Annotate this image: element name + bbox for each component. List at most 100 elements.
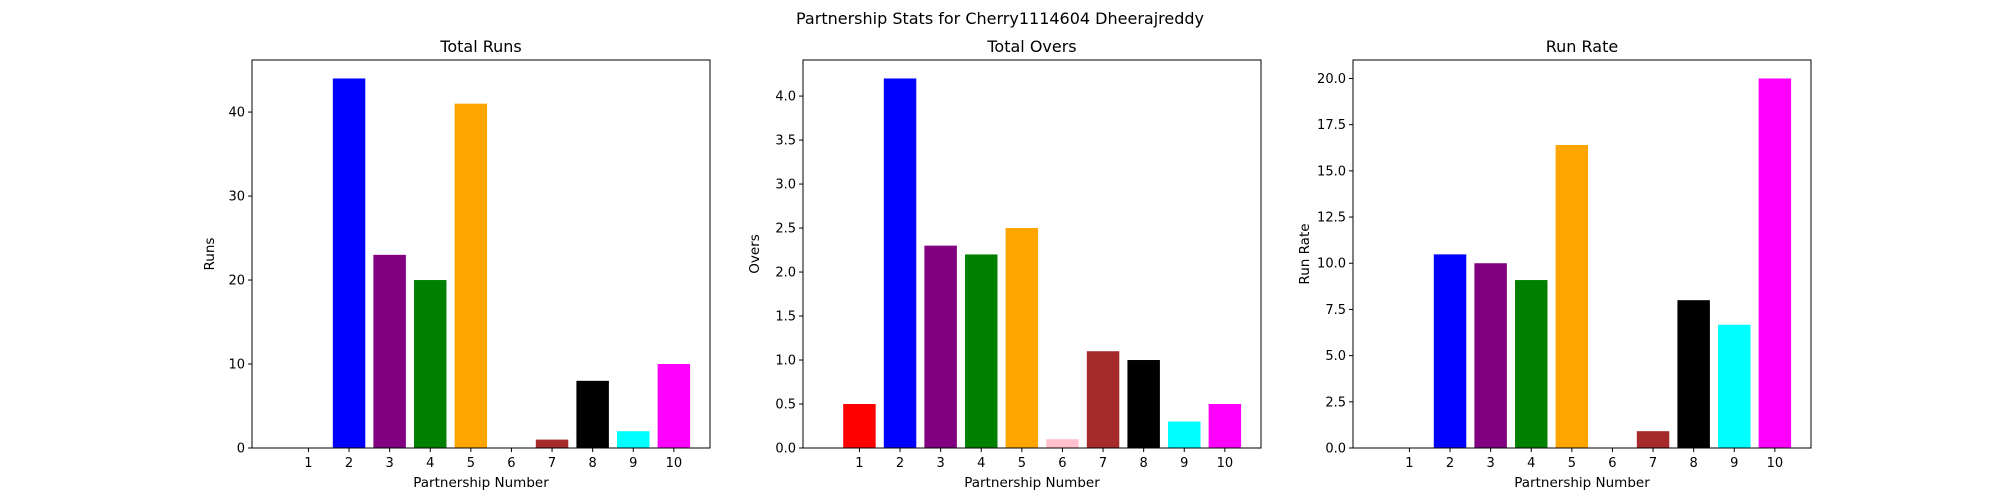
bar-series [843, 78, 1242, 448]
y-tick-label: 40 [228, 106, 245, 121]
y-tick-label: 0.5 [775, 398, 796, 413]
y-tick-label: 0.0 [775, 442, 796, 457]
x-tick-label: 3 [386, 456, 394, 471]
x-tick-label: 4 [426, 456, 434, 471]
x-tick-label: 2 [345, 456, 353, 471]
y-tick-label: 20 [228, 274, 245, 289]
bar-series [1433, 78, 1792, 448]
x-tick-label: 6 [1058, 456, 1066, 471]
y-tick-label: 15.0 [1317, 164, 1346, 179]
bar-10 [1208, 404, 1242, 448]
bar-2 [332, 78, 366, 448]
bar-3 [924, 245, 957, 448]
x-ticks: 1 2 3 4 5 6 7 8 9 10 [1405, 448, 1783, 471]
x-axis-label: Partnership Number [413, 475, 549, 491]
y-tick-label: 4.0 [775, 90, 796, 105]
x-ticks: 1 2 3 4 5 6 7 8 9 10 [304, 448, 682, 471]
bar-8 [576, 380, 609, 448]
x-tick-label: 8 [589, 456, 597, 471]
x-tick-label: 3 [1487, 456, 1495, 471]
x-tick-label: 5 [1568, 456, 1576, 471]
bar-8 [1127, 360, 1160, 448]
x-tick-label: 6 [507, 456, 515, 471]
y-tick-label: 2.0 [775, 266, 796, 281]
bar-3 [1474, 263, 1507, 448]
x-tick-label: 5 [1018, 456, 1026, 471]
x-axis-label: Partnership Number [964, 475, 1100, 491]
plot-frame [1352, 59, 1812, 449]
bar-4 [965, 254, 998, 448]
subplot-run-rate: Run Rate Partnership Number Run Rate 1 2 3… [1297, 37, 1812, 491]
y-tick-label: 20.0 [1317, 72, 1346, 87]
y-tick-label: 10.0 [1317, 257, 1346, 272]
bar-2 [883, 78, 917, 448]
y-axis-label: Overs [747, 234, 763, 274]
x-tick-label: 8 [1140, 456, 1148, 471]
figure-suptitle: Partnership Stats for Cherry1114604 Dhee… [796, 9, 1204, 28]
plot-frame [251, 59, 711, 449]
bar-2 [1433, 254, 1467, 448]
x-tick-label: 8 [1690, 456, 1698, 471]
x-tick-label: 10 [666, 456, 683, 471]
bar-5 [1555, 144, 1589, 448]
x-tick-label: 10 [1767, 456, 1784, 471]
x-tick-label: 7 [548, 456, 556, 471]
y-axis-label: Run Rate [1297, 223, 1313, 284]
y-axis-label: Runs [202, 238, 218, 271]
subplot-total-overs: Total Overs Partnership Number Overs 1 2 3… [747, 37, 1262, 491]
bar-6 [1046, 439, 1079, 448]
x-tick-label: 1 [1405, 456, 1413, 471]
y-ticks: 0 10 20 30 40 [228, 106, 252, 457]
x-ticks: 1 2 3 4 5 6 7 8 9 10 [855, 448, 1233, 471]
bar-5 [1005, 228, 1039, 448]
x-tick-label: 9 [1730, 456, 1738, 471]
bar-7 [535, 439, 569, 448]
x-tick-label: 6 [1608, 456, 1616, 471]
bar-9 [617, 431, 650, 448]
x-tick-label: 4 [977, 456, 985, 471]
x-tick-label: 1 [855, 456, 863, 471]
x-tick-label: 5 [467, 456, 475, 471]
x-tick-label: 9 [1180, 456, 1188, 471]
y-tick-label: 3.0 [775, 178, 796, 193]
subplot-title: Run Rate [1546, 37, 1618, 56]
bar-8 [1677, 300, 1710, 448]
y-tick-label: 12.5 [1317, 211, 1346, 226]
y-tick-label: 2.5 [1325, 395, 1346, 410]
y-tick-label: 5.0 [1325, 349, 1346, 364]
x-tick-label: 4 [1527, 456, 1535, 471]
y-tick-label: 1.0 [775, 354, 796, 369]
bar-4 [414, 280, 447, 448]
bar-4 [1515, 280, 1548, 448]
bar-3 [373, 254, 406, 448]
bar-5 [454, 103, 488, 449]
bar-9 [1168, 421, 1201, 448]
y-tick-label: 1.5 [775, 310, 796, 325]
x-tick-label: 7 [1099, 456, 1107, 471]
y-tick-label: 30 [228, 190, 245, 205]
bar-10 [1758, 78, 1792, 448]
bar-9 [1718, 324, 1751, 448]
x-tick-label: 1 [304, 456, 312, 471]
y-tick-label: 0.0 [1325, 442, 1346, 457]
subplot-total-runs: Total Runs Partnership Number Runs 1 2 3 4 5… [202, 37, 711, 491]
bar-series [332, 78, 691, 449]
y-tick-label: 2.5 [775, 222, 796, 237]
x-tick-label: 10 [1217, 456, 1234, 471]
y-tick-label: 17.5 [1317, 118, 1346, 133]
x-tick-label: 9 [629, 456, 637, 471]
y-ticks: 0.0 2.5 5.0 7.5 10.0 12.5 15.0 17.5 20.0 [1317, 72, 1353, 457]
y-tick-label: 0 [237, 442, 245, 457]
y-ticks: 0.0 0.5 1.0 1.5 2.0 2.5 3.0 3.5 4.0 [775, 90, 803, 457]
bar-10 [657, 364, 691, 448]
x-axis-label: Partnership Number [1514, 475, 1650, 491]
y-tick-label: 3.5 [775, 134, 796, 149]
x-tick-label: 3 [937, 456, 945, 471]
y-tick-label: 7.5 [1325, 303, 1346, 318]
x-tick-label: 2 [1446, 456, 1454, 471]
subplot-title: Total Runs [439, 37, 521, 56]
plot-frame [802, 59, 1262, 449]
bar-7 [1636, 431, 1670, 448]
bar-1 [843, 404, 876, 448]
